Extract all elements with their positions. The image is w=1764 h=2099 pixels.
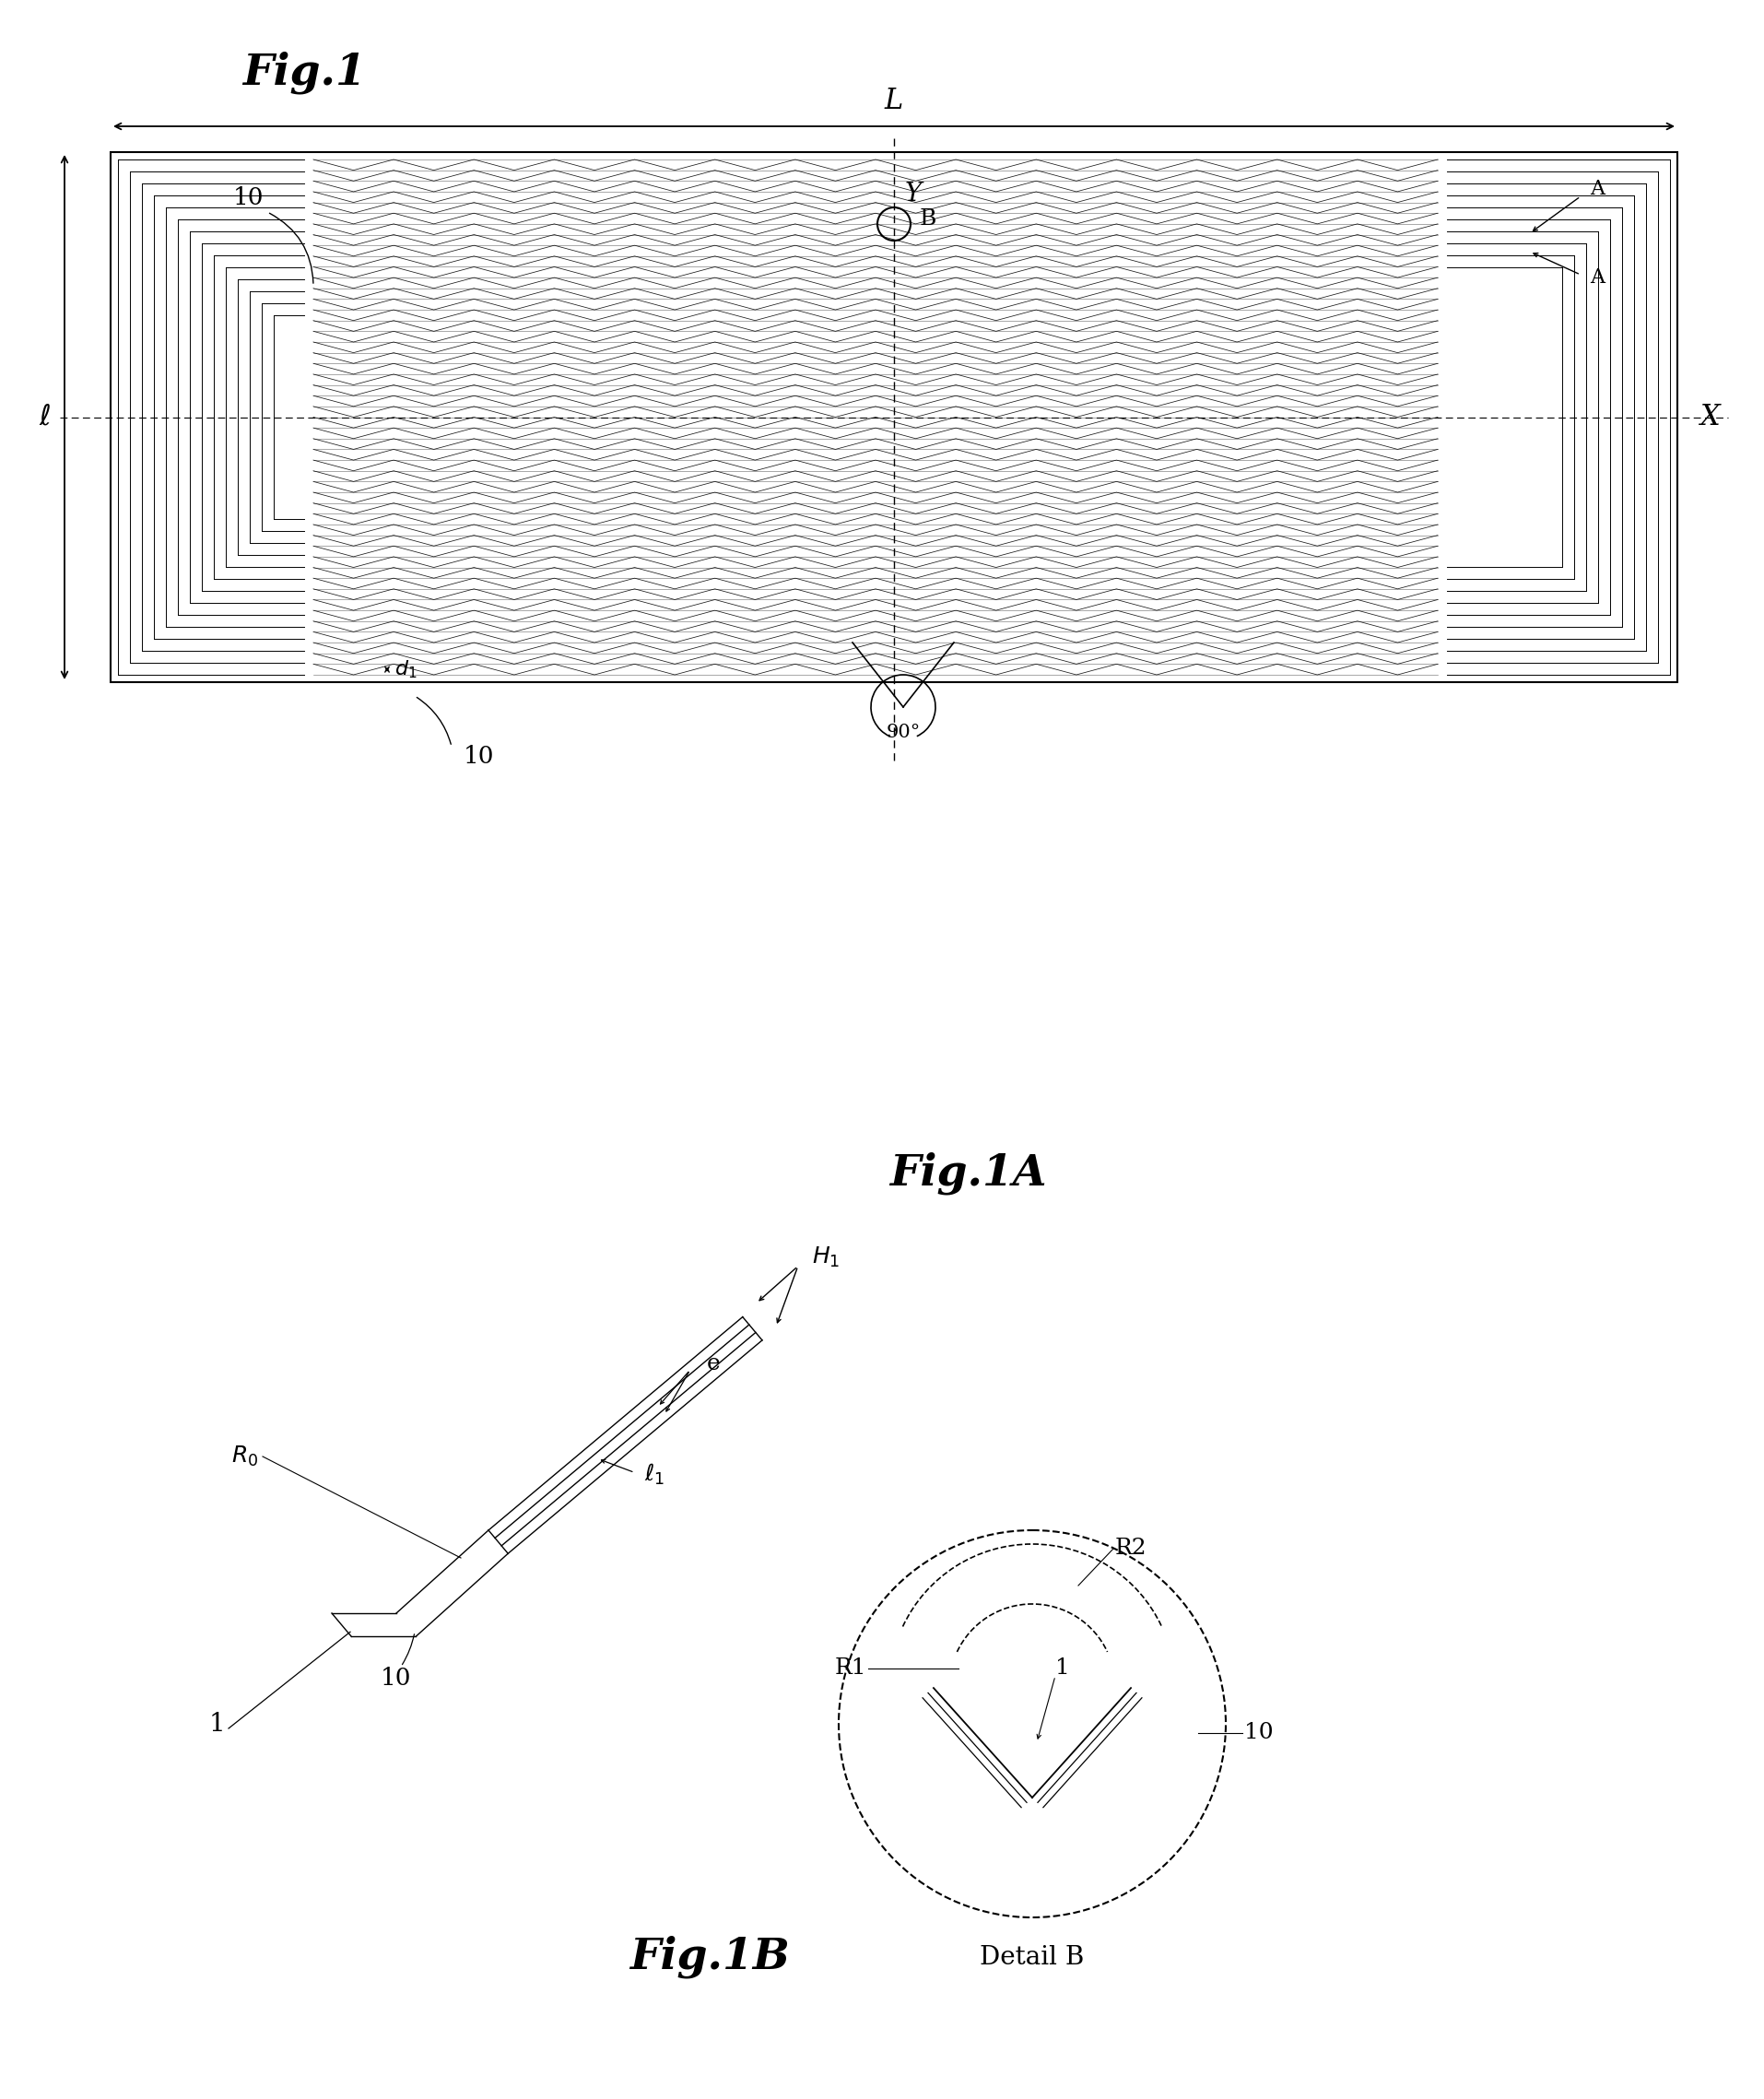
Text: 10: 10 — [1244, 1723, 1272, 1744]
Text: Y: Y — [905, 181, 921, 206]
Text: $H_1$: $H_1$ — [811, 1245, 840, 1270]
Text: $\ell_1$: $\ell_1$ — [644, 1461, 663, 1486]
Text: Detail B: Detail B — [979, 1946, 1083, 1971]
Text: $R_0$: $R_0$ — [231, 1444, 258, 1469]
Text: X: X — [1699, 403, 1720, 432]
Text: 90°: 90° — [886, 724, 919, 741]
Text: R2: R2 — [1115, 1539, 1147, 1560]
Text: $d_1$: $d_1$ — [393, 659, 416, 680]
Text: A: A — [1589, 178, 1603, 199]
Text: 10: 10 — [381, 1667, 411, 1690]
Text: Fig.1B: Fig.1B — [630, 1935, 789, 1979]
Bar — [111, 151, 1676, 682]
Text: 1: 1 — [1055, 1658, 1069, 1679]
Text: 10: 10 — [233, 187, 265, 210]
Text: Fig.1: Fig.1 — [242, 50, 365, 94]
Text: Fig.1A: Fig.1A — [889, 1152, 1046, 1194]
Text: 10: 10 — [464, 745, 494, 768]
Text: e: e — [706, 1354, 720, 1375]
Text: A: A — [1589, 267, 1603, 288]
Text: R1: R1 — [834, 1658, 866, 1679]
Text: 1: 1 — [208, 1711, 224, 1736]
Text: $\ell$: $\ell$ — [39, 403, 51, 432]
Text: L: L — [884, 86, 903, 115]
Text: B: B — [919, 208, 937, 231]
